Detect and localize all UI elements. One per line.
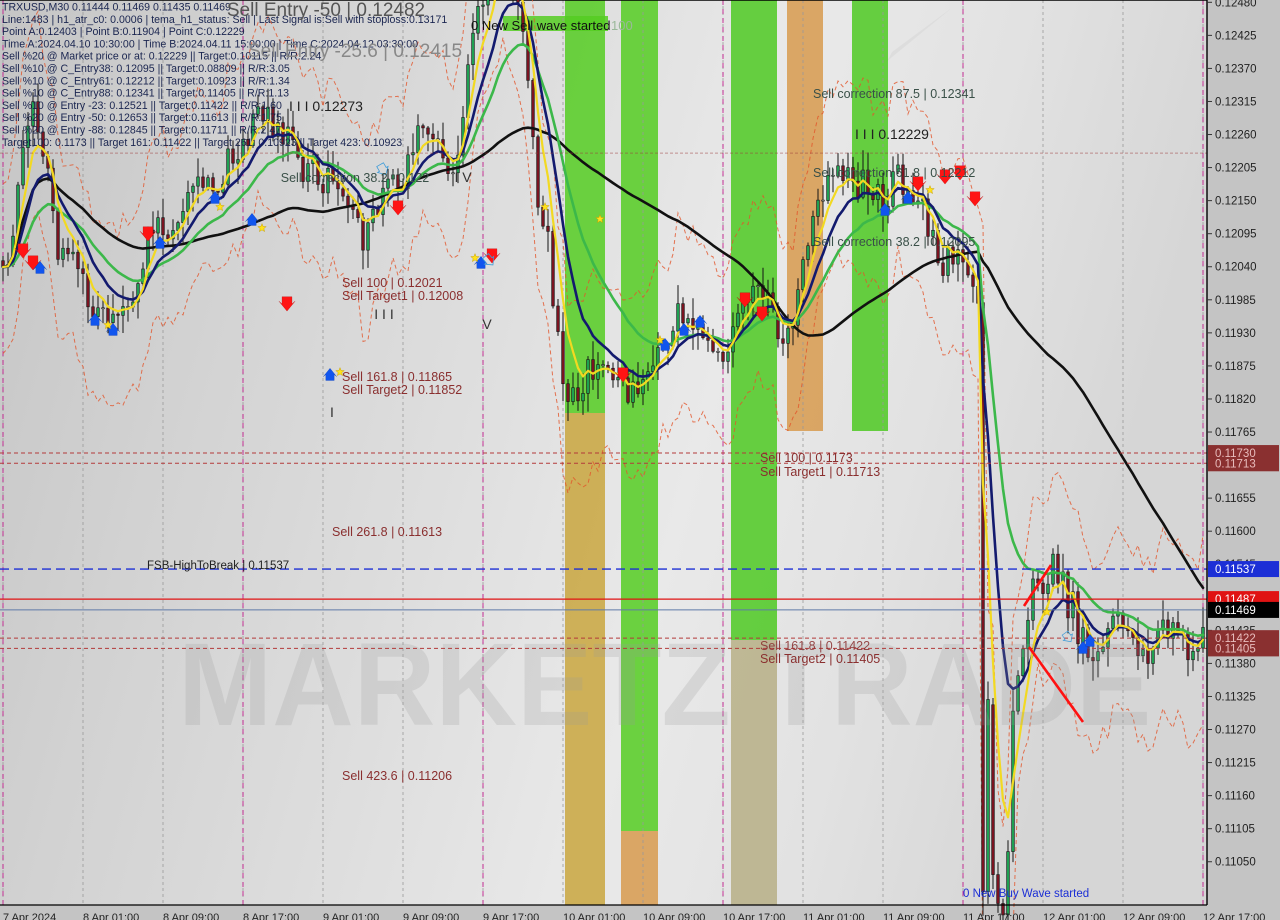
svg-text:0.11713: 0.11713 <box>1215 458 1256 470</box>
svg-text:0 New Buy Wave started: 0 New Buy Wave started <box>963 888 1089 900</box>
svg-text:Sell 161.8 | 0.11422: Sell 161.8 | 0.11422 <box>760 639 870 653</box>
svg-text:10 Apr 09:00: 10 Apr 09:00 <box>643 912 705 920</box>
svg-text:I V: I V <box>454 169 472 185</box>
svg-text:10 Apr 17:00: 10 Apr 17:00 <box>723 912 785 920</box>
svg-text:Sell 100 | 0.12021: Sell 100 | 0.12021 <box>342 276 443 290</box>
svg-text:0.12425: 0.12425 <box>1215 30 1257 42</box>
svg-text:Sell %10 @ C_Entry88: 0.12341: Sell %10 @ C_Entry88: 0.12341 || Target:… <box>2 88 289 100</box>
svg-text:0.11325: 0.11325 <box>1215 691 1256 703</box>
svg-text:Sell %10 @ C_Entry61: 0.12212: Sell %10 @ C_Entry61: 0.12212 || Target:… <box>2 75 290 87</box>
svg-text:Sell Target2 | 0.11405: Sell Target2 | 0.11405 <box>760 652 880 666</box>
svg-text:8 Apr 01:00: 8 Apr 01:00 <box>83 912 139 920</box>
svg-text:12 Apr 09:00: 12 Apr 09:00 <box>1123 912 1185 920</box>
svg-text:FSB-HighToBreak | 0.11537: FSB-HighToBreak | 0.11537 <box>147 560 289 572</box>
svg-text:Sell 261.8 | 0.11613: Sell 261.8 | 0.11613 <box>332 525 442 539</box>
svg-text:Sell Target1 | 0.11713: Sell Target1 | 0.11713 <box>760 465 880 479</box>
svg-text:I I I: I I I <box>374 306 393 322</box>
svg-text:0.11160: 0.11160 <box>1215 791 1255 803</box>
svg-text:11 Apr 17:00: 11 Apr 17:00 <box>963 912 1025 920</box>
svg-text:8 Apr 17:00: 8 Apr 17:00 <box>243 912 299 920</box>
svg-text:9 Apr 01:00: 9 Apr 01:00 <box>323 912 379 920</box>
svg-text:Sell Entry -25.6 | 0.12415: Sell Entry -25.6 | 0.12415 <box>248 41 462 62</box>
svg-text:Sell Entry -50 | 0.12482: Sell Entry -50 | 0.12482 <box>227 0 425 21</box>
svg-text:9 Apr 17:00: 9 Apr 17:00 <box>483 912 539 920</box>
svg-text:Sell Target2 | 0.11852: Sell Target2 | 0.11852 <box>342 383 462 397</box>
svg-text:0.11405: 0.11405 <box>1215 643 1256 655</box>
svg-text:0.11600: 0.11600 <box>1215 526 1256 538</box>
svg-text:I: I <box>330 404 334 420</box>
svg-text:0.12040: 0.12040 <box>1215 262 1257 274</box>
svg-text:V: V <box>482 316 492 332</box>
svg-text:Sell 161.8 | 0.11865: Sell 161.8 | 0.11865 <box>342 370 452 384</box>
svg-text:Sell %20 @ Entry -88: 0.12845: Sell %20 @ Entry -88: 0.12845 || Target:… <box>2 125 281 137</box>
svg-text:0.12370: 0.12370 <box>1215 63 1257 75</box>
svg-text:Sell Target1 | 0.12008: Sell Target1 | 0.12008 <box>342 289 463 303</box>
svg-text:Sell correction 87.5 | 0.12341: Sell correction 87.5 | 0.12341 <box>813 87 975 101</box>
svg-text:Sell correction 38.2 | 0.122: Sell correction 38.2 | 0.122 <box>281 171 430 185</box>
svg-text:Sell correction 61.8 | 0.12212: Sell correction 61.8 | 0.12212 <box>813 166 975 180</box>
svg-text:0.12480: 0.12480 <box>1215 0 1257 9</box>
svg-text:100: 100 <box>611 18 633 33</box>
svg-text:0.11537: 0.11537 <box>1215 564 1256 576</box>
svg-text:10 Apr 01:00: 10 Apr 01:00 <box>563 912 625 920</box>
svg-text:TRXUSD,M30 0.11444 0.11469 0.: TRXUSD,M30 0.11444 0.11469 0.11435 0.114… <box>2 2 231 14</box>
svg-text:0.11380: 0.11380 <box>1215 658 1256 670</box>
svg-text:0.12260: 0.12260 <box>1215 130 1257 142</box>
svg-text:0.11215: 0.11215 <box>1215 758 1256 770</box>
svg-text:0.12095: 0.12095 <box>1215 229 1257 241</box>
svg-text:11 Apr 01:00: 11 Apr 01:00 <box>803 912 865 920</box>
svg-text:I I I 0.12229: I I I 0.12229 <box>855 126 929 142</box>
svg-text:Sell correction 38.2 | 0.12095: Sell correction 38.2 | 0.12095 <box>813 235 975 249</box>
svg-text:0.11105: 0.11105 <box>1215 824 1255 836</box>
svg-text:Sell 100 | 0.1173: Sell 100 | 0.1173 <box>760 451 853 465</box>
svg-text:0.11765: 0.11765 <box>1215 427 1256 439</box>
svg-text:Sell %10 @ Entry -23: 0.12521: Sell %10 @ Entry -23: 0.12521 || Target:… <box>2 100 282 112</box>
svg-text:0 New Sell wave started: 0 New Sell wave started <box>471 18 610 33</box>
svg-text:I I I 0.12273: I I I 0.12273 <box>289 98 363 114</box>
svg-text:9 Apr 09:00: 9 Apr 09:00 <box>403 912 459 920</box>
svg-text:0.11050: 0.11050 <box>1215 857 1256 869</box>
svg-text:Target100: 0.1173 || Target 16: Target100: 0.1173 || Target 161: 0.11422… <box>2 137 402 149</box>
svg-text:0.11875: 0.11875 <box>1215 361 1256 373</box>
svg-text:Point A:0.12403 | Point B:0.11: Point A:0.12403 | Point B:0.11904 | Poin… <box>2 26 245 38</box>
svg-text:0.11655: 0.11655 <box>1215 493 1256 505</box>
svg-text:12 Apr 01:00: 12 Apr 01:00 <box>1043 912 1105 920</box>
svg-text:0.11820: 0.11820 <box>1215 394 1256 406</box>
svg-text:0.11270: 0.11270 <box>1215 725 1256 737</box>
svg-text:Sell %10 @ C_Entry38: 0.12095: Sell %10 @ C_Entry38: 0.12095 || Target:… <box>2 63 290 75</box>
svg-text:0.11469: 0.11469 <box>1215 605 1256 617</box>
svg-text:11 Apr 09:00: 11 Apr 09:00 <box>883 912 945 920</box>
svg-text:0.12315: 0.12315 <box>1215 96 1257 108</box>
svg-text:Sell %20 @ Entry -50: 0.12653: Sell %20 @ Entry -50: 0.12653 || Target:… <box>2 112 282 124</box>
svg-text:0.12150: 0.12150 <box>1215 196 1257 208</box>
svg-text:7 Apr 2024: 7 Apr 2024 <box>3 912 56 920</box>
svg-text:12 Apr 17:00: 12 Apr 17:00 <box>1203 912 1265 920</box>
svg-text:Sell 423.6 | 0.11206: Sell 423.6 | 0.11206 <box>342 769 452 783</box>
svg-text:0.11930: 0.11930 <box>1215 328 1256 340</box>
svg-text:0.11985: 0.11985 <box>1215 295 1256 307</box>
svg-text:0.12205: 0.12205 <box>1215 163 1257 175</box>
svg-text:8 Apr 09:00: 8 Apr 09:00 <box>163 912 219 920</box>
